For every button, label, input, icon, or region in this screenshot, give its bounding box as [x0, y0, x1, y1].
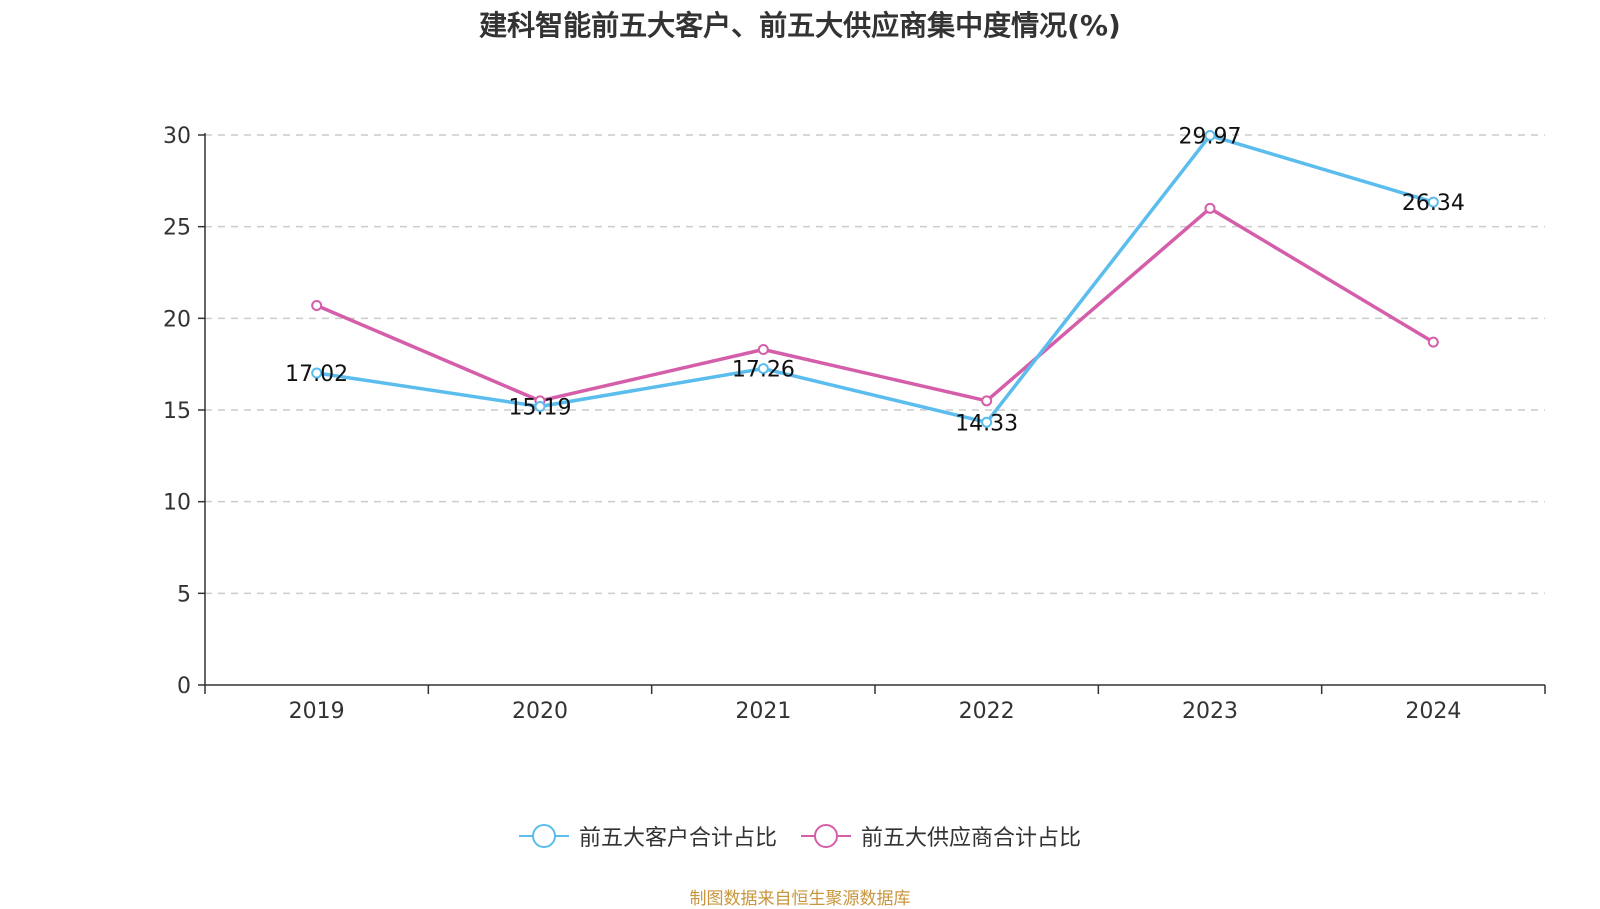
chart-title: 建科智能前五大客户、前五大供应商集中度情况(%) — [479, 9, 1121, 42]
x-tick-label: 2024 — [1405, 699, 1461, 724]
x-tick-label: 2020 — [512, 699, 568, 724]
data-labels: 17.02 15.19 17.26 14.33 29.97 26.34 — [285, 125, 1465, 437]
data-point-0 — [1427, 196, 1439, 208]
data-label: 17.02 — [285, 362, 348, 387]
data-point-0 — [1204, 130, 1216, 142]
data-point-1 — [1204, 202, 1216, 214]
y-tick-label: 0 — [177, 674, 191, 699]
y-tick-label: 30 — [163, 124, 191, 149]
data-label: 29.97 — [1179, 125, 1242, 150]
x-tick-label: 2023 — [1182, 699, 1238, 724]
data-label: 17.26 — [732, 358, 795, 383]
source-note: 制图数据来自恒生聚源数据库 — [689, 889, 911, 909]
y-tick-label: 25 — [163, 216, 191, 241]
data-point-0 — [757, 363, 769, 375]
y-tick-label: 20 — [163, 307, 191, 332]
y-tick-label: 15 — [163, 399, 191, 424]
x-tick-label: 2019 — [289, 699, 345, 724]
grid-lines — [205, 134, 1545, 595]
data-point-1 — [981, 395, 993, 407]
data-label: 26.34 — [1402, 191, 1465, 216]
data-point-1 — [311, 300, 323, 311]
series-line-0 — [316, 133, 1434, 425]
legend-item-customers[interactable]: 前五大客户合计占比 — [518, 820, 777, 852]
data-label: 14.33 — [955, 411, 1018, 436]
data-point-0 — [534, 401, 546, 413]
legend-item-suppliers[interactable]: 前五大供应商合计占比 — [801, 820, 1081, 852]
y-tick-label: 5 — [177, 582, 191, 607]
data-point-0 — [311, 367, 323, 379]
x-tick-label: 2021 — [735, 699, 791, 724]
x-tick-label: 2022 — [959, 699, 1015, 724]
axes: 0 5 10 15 20 25 30 2019 2020 2021 2022 2023 2024 — [163, 124, 1546, 724]
series-lines — [311, 130, 1439, 428]
data-point-1 — [1427, 336, 1439, 348]
y-tick-label: 10 — [163, 491, 191, 516]
legend-label-customers: 前五大客户合计占比 — [578, 826, 777, 851]
legend-customers-marker-icon — [518, 824, 569, 848]
data-point-1 — [757, 344, 769, 355]
data-point-0 — [981, 416, 993, 428]
data-label: 15.19 — [509, 396, 572, 421]
legend: 前五大客户合计占比 前五大供应商合计占比 — [0, 820, 1600, 852]
legend-label-suppliers: 前五大供应商合计占比 — [861, 826, 1082, 851]
series-line-1 — [315, 206, 1435, 403]
legend-suppliers-marker-icon — [801, 824, 851, 848]
